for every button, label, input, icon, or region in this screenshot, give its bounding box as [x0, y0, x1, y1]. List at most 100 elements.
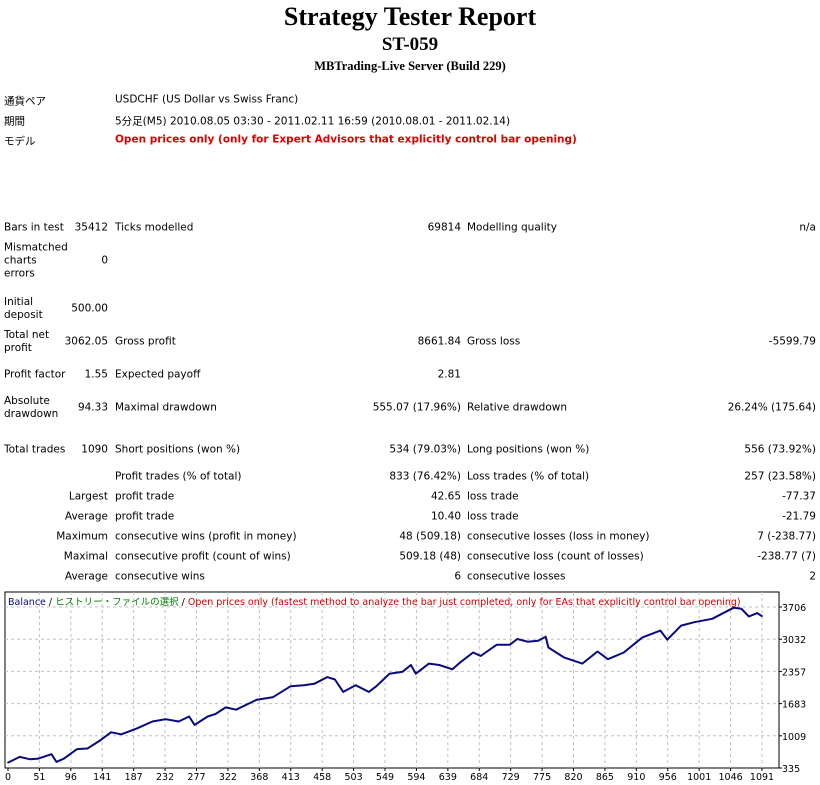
balance-point	[711, 618, 714, 620]
stat-value: 7 (-238.77)	[757, 530, 816, 543]
balance-point	[206, 715, 209, 718]
stat-value: n/a	[799, 221, 816, 234]
balance-point	[659, 629, 662, 632]
balance-point	[99, 739, 102, 741]
balance-point	[472, 651, 474, 654]
plot-area	[4, 591, 780, 769]
balance-point	[367, 691, 370, 693]
balance-point	[666, 638, 669, 641]
info-label: 期間	[4, 115, 25, 128]
stat-value: 10.40	[430, 510, 461, 523]
x-tick-label: 413	[282, 772, 300, 783]
y-tick-label: 2357	[782, 667, 806, 678]
legend-balance: Balance	[8, 597, 46, 608]
stat-label: Expected payoff	[115, 368, 201, 381]
stat-value: Average	[64, 570, 108, 583]
stat-label: Loss trades (% of total)	[467, 470, 590, 483]
balance-point	[581, 662, 584, 665]
stat-value: -77.37	[782, 490, 816, 503]
x-tick-label: 503	[345, 772, 363, 783]
x-tick-label: 1001	[687, 772, 711, 783]
balance-point	[120, 733, 123, 736]
stat-label: profit trade	[115, 510, 175, 523]
y-tick-label: 335	[782, 764, 800, 775]
balance-point	[537, 639, 539, 642]
info-value: 5分足(M5) 2010.08.05 03:30 - 2011.02.11 16…	[115, 115, 511, 128]
x-tick-label: 956	[659, 772, 677, 783]
balance-point	[255, 698, 258, 701]
stat-label: Absolute drawdown	[4, 395, 59, 420]
y-tick-label: 3706	[782, 603, 806, 614]
balance-point	[164, 718, 167, 720]
x-tick-label: 910	[627, 772, 645, 783]
x-tick-label: 865	[596, 772, 614, 783]
balance-point	[177, 720, 180, 723]
balance-point	[334, 678, 336, 681]
stat-value: 69814	[427, 221, 461, 234]
stat-label: Ticks modelled	[115, 221, 194, 234]
balance-point	[86, 747, 89, 750]
stat-value: 0	[101, 254, 108, 267]
stat-label: Relative drawdown	[467, 401, 568, 414]
balance-point	[479, 655, 482, 657]
stat-value: 94.33	[77, 401, 108, 414]
stat-label: Long positions (won %)	[467, 443, 590, 456]
balance-point	[563, 656, 566, 659]
balance-point	[410, 664, 412, 666]
info-model: モデル Open prices only (only for Expert Adv…	[4, 134, 577, 149]
stat-value: Maximum	[56, 530, 108, 543]
x-tick-label: 277	[187, 772, 205, 783]
stat-value: -238.77 (7)	[757, 550, 816, 563]
balance-point	[451, 668, 454, 671]
stat-label: Modelling quality	[467, 221, 557, 234]
balance-point	[50, 753, 53, 755]
balance-point	[37, 757, 40, 760]
balance-point	[547, 646, 550, 649]
balance-point	[748, 615, 750, 618]
stat-value: 42.65	[430, 490, 461, 503]
stat-value: 8661.84	[417, 335, 461, 348]
stat-label: loss trade	[467, 490, 519, 503]
report-title: Strategy Tester Report	[283, 2, 537, 31]
balance-point	[680, 624, 682, 627]
stat-value: Largest	[68, 490, 108, 503]
balance-point	[375, 685, 378, 687]
balance-point	[544, 635, 547, 638]
info-value: Open prices only (only for Expert Adviso…	[115, 133, 577, 146]
balance-point	[641, 636, 644, 639]
x-tick-label: 96	[65, 772, 77, 783]
stat-label: loss trade	[467, 510, 519, 523]
balance-point	[271, 696, 274, 699]
balance-point	[188, 715, 190, 718]
balance-point	[55, 761, 58, 763]
stat-label: Maximal drawdown	[115, 401, 217, 414]
balance-point	[388, 672, 391, 675]
stat-value: 556 (73.92%)	[744, 443, 816, 456]
stat-value: Average	[64, 510, 108, 523]
stat-value: 534 (79.03%)	[389, 443, 461, 456]
info-value: USDCHF (US Dollar vs Swiss Franc)	[115, 93, 299, 106]
server-name: MBTrading-Live Server (Build 229)	[314, 59, 506, 73]
balance-point	[224, 706, 227, 709]
stat-value: 26.24% (175.64)	[727, 401, 816, 414]
stat-label: Total net profit	[4, 329, 50, 354]
stat-label: Gross profit	[115, 335, 176, 348]
balance-point	[508, 643, 511, 646]
info-period: 期間 5分足(M5) 2010.08.05 03:30 - 2011.02.11 …	[4, 114, 510, 129]
balance-point	[414, 672, 417, 675]
stat-value: -21.79	[782, 510, 816, 523]
stat-label: Short positions (won %)	[115, 443, 241, 456]
x-tick-label: 187	[125, 772, 143, 783]
stat-value: 1.55	[84, 368, 108, 381]
stat-label: Mismatched charts errors	[4, 241, 68, 280]
x-tick-label: 322	[219, 772, 237, 783]
stat-label: consecutive profit (count of wins)	[115, 550, 291, 563]
balance-point	[214, 713, 217, 715]
balance-point	[342, 691, 344, 693]
x-tick-label: 639	[439, 772, 457, 783]
x-tick-label: 775	[533, 772, 551, 783]
balance-point	[607, 658, 609, 661]
stat-label: Initial deposit	[4, 296, 43, 321]
balance-point	[151, 720, 154, 723]
balance-point	[29, 758, 31, 761]
